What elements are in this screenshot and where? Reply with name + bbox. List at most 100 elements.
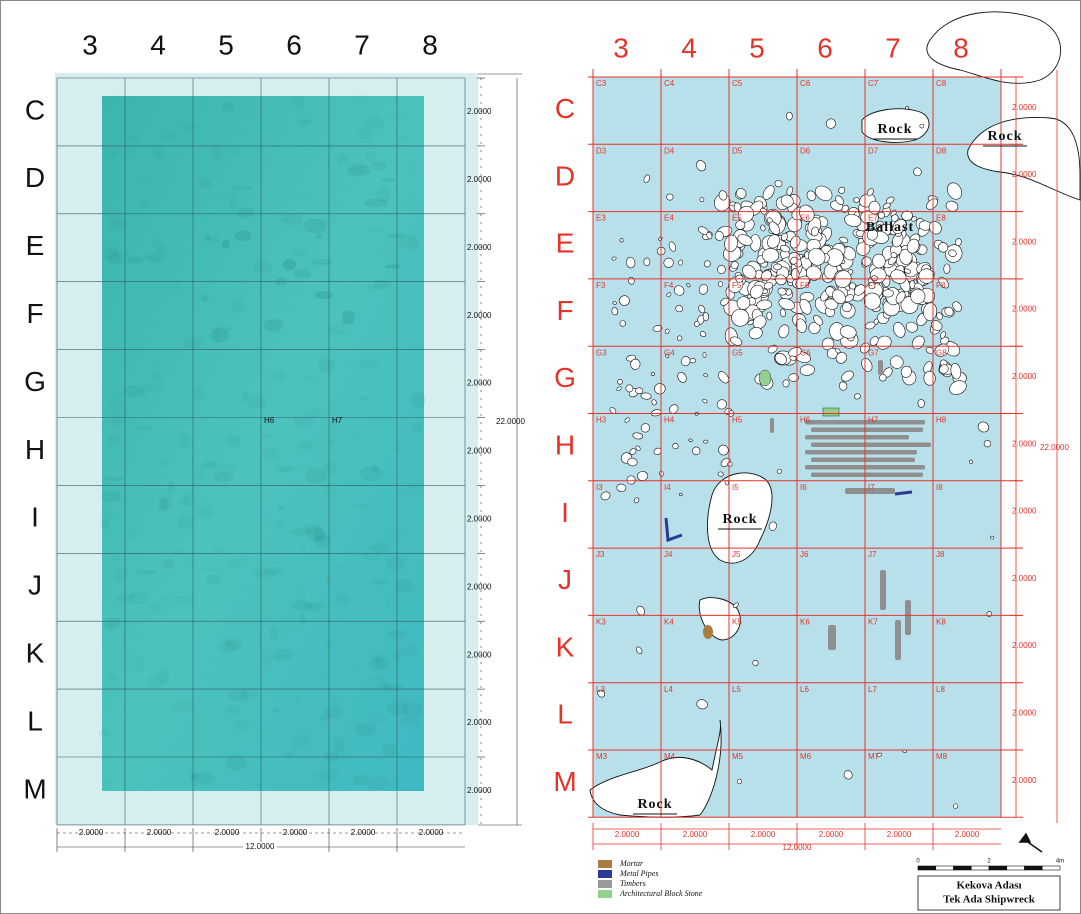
seabed-texture <box>371 579 390 584</box>
cell-label: K6 <box>800 618 810 627</box>
seabed-texture <box>367 545 391 553</box>
seabed-texture <box>374 654 384 665</box>
dimension-label: 2.0000 <box>1012 305 1037 314</box>
dimension-label: 2.0000 <box>283 828 308 837</box>
seabed-texture <box>218 641 238 653</box>
ballast-stone <box>717 265 726 274</box>
ballast-stone <box>690 358 696 363</box>
seabed-texture <box>393 650 401 660</box>
cell-label: I3 <box>596 483 603 492</box>
row-label: F <box>26 298 43 329</box>
timber <box>805 435 909 440</box>
dimension-label: 2.0000 <box>467 379 492 388</box>
seabed-texture <box>294 270 311 278</box>
cell-label: D5 <box>732 146 743 155</box>
ballast-stone <box>704 440 708 443</box>
cell-label: L8 <box>936 685 945 694</box>
total-dimension-label: 12.0000 <box>783 843 812 852</box>
seabed-texture <box>335 594 350 606</box>
seabed-texture <box>225 706 241 714</box>
seabed-texture <box>110 152 118 156</box>
ballast-stone <box>700 197 704 201</box>
dimension-label: 2.0000 <box>1012 372 1037 381</box>
photomosaic-panel: 345678CDEFGHIJKLMH6H72.00002.00002.00002… <box>23 29 525 852</box>
cell-label: D6 <box>800 146 811 155</box>
seabed-texture <box>212 330 222 342</box>
total-dimension-label: 12.0000 <box>246 842 275 851</box>
title-line: Kekova Adası <box>956 880 1021 892</box>
row-label: G <box>554 362 576 393</box>
seabed-texture <box>386 556 405 571</box>
cell-label: C3 <box>596 79 607 88</box>
cell-label: C4 <box>664 79 675 88</box>
seabed-texture <box>332 565 354 571</box>
annotation: Ballast <box>866 220 914 235</box>
title-line: Tek Ada Shipwreck <box>943 894 1036 906</box>
timber <box>828 625 836 650</box>
seabed-texture <box>232 186 253 190</box>
seabed-texture <box>177 514 193 529</box>
cell-label: E4 <box>664 214 674 223</box>
seabed-texture <box>129 592 147 604</box>
total-dimension-label: 22.0000 <box>1040 443 1069 452</box>
dimension-label: 2.0000 <box>467 514 492 523</box>
cell-label: E5 <box>732 214 742 223</box>
cell-label: C7 <box>868 79 879 88</box>
row-label: J <box>558 564 572 595</box>
cell-label: D8 <box>936 146 947 155</box>
row-label: E <box>26 230 45 261</box>
seabed-texture <box>352 774 369 785</box>
cell-label: E8 <box>936 214 946 223</box>
seabed-texture <box>235 719 249 732</box>
seabed-texture <box>411 422 422 432</box>
seabed-texture <box>96 512 119 518</box>
column-label: 6 <box>286 29 302 60</box>
seabed-texture <box>363 116 384 130</box>
ballast-stone <box>969 460 973 464</box>
legend-label: Architectural Block Stone <box>619 889 703 898</box>
seabed-texture <box>157 668 169 684</box>
seabed-texture <box>207 574 221 584</box>
cell-label: G8 <box>936 348 947 357</box>
dimension-label: 2.0000 <box>1012 574 1037 583</box>
dimension-label: 2.0000 <box>1012 507 1037 516</box>
column-label: 8 <box>422 29 438 60</box>
scale-bar-segment <box>971 866 989 870</box>
seabed-texture <box>229 149 240 157</box>
ballast-stone <box>635 388 643 394</box>
seabed-texture <box>235 230 252 241</box>
seabed-texture <box>339 552 362 556</box>
seabed-texture <box>212 145 224 160</box>
seabed-texture <box>276 521 283 529</box>
seabed-texture <box>316 234 322 238</box>
seabed-texture <box>343 432 365 444</box>
seabed-texture <box>228 559 248 568</box>
seabed-texture <box>140 177 153 182</box>
dimension-label: 2.0000 <box>79 828 104 837</box>
seabed-texture <box>322 482 340 497</box>
column-label: 6 <box>817 32 833 63</box>
dimension-label: 2.0000 <box>955 830 980 839</box>
seabed-texture <box>99 517 109 530</box>
dimension-label: 2.0000 <box>1012 170 1037 179</box>
seabed-texture <box>400 163 420 172</box>
seabed-texture <box>125 136 140 141</box>
seabed-texture <box>144 360 158 367</box>
seabed-texture <box>302 375 319 380</box>
seabed-texture <box>337 154 348 163</box>
seabed-texture <box>174 700 196 712</box>
cell-label: L4 <box>664 685 673 694</box>
seabed-texture <box>382 743 396 757</box>
legend-label: Metal Pipes <box>619 869 658 878</box>
seabed-texture <box>126 256 144 263</box>
cell-label: I4 <box>664 483 671 492</box>
total-dimension-label: 22.0000 <box>496 417 525 426</box>
mortar <box>703 625 713 639</box>
seabed-texture <box>237 608 255 615</box>
dimension-label: 2.0000 <box>1012 708 1037 717</box>
row-label: L <box>27 705 43 736</box>
seabed-texture <box>151 374 162 382</box>
seabed-texture <box>197 365 207 369</box>
seabed-texture <box>193 782 200 787</box>
cell-label: K4 <box>664 618 674 627</box>
